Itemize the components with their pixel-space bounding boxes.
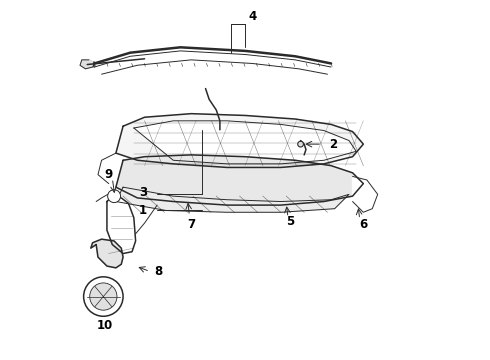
Text: 4: 4 — [248, 10, 257, 23]
Polygon shape — [116, 155, 364, 205]
Text: 6: 6 — [359, 218, 368, 231]
Circle shape — [298, 141, 303, 147]
Text: 10: 10 — [97, 319, 113, 332]
Circle shape — [84, 277, 123, 316]
Text: 1: 1 — [139, 204, 147, 217]
Text: 7: 7 — [187, 218, 196, 231]
Polygon shape — [107, 196, 136, 253]
Polygon shape — [116, 187, 349, 212]
Polygon shape — [98, 153, 116, 184]
Polygon shape — [116, 114, 364, 167]
Polygon shape — [91, 239, 123, 268]
Polygon shape — [80, 60, 95, 69]
Polygon shape — [134, 121, 356, 164]
Circle shape — [108, 190, 121, 203]
Text: 2: 2 — [329, 138, 338, 150]
Text: 8: 8 — [155, 265, 163, 278]
Text: 5: 5 — [286, 215, 294, 229]
Text: 3: 3 — [139, 186, 147, 199]
Text: 9: 9 — [104, 168, 112, 181]
Polygon shape — [353, 176, 378, 212]
Circle shape — [90, 283, 117, 310]
